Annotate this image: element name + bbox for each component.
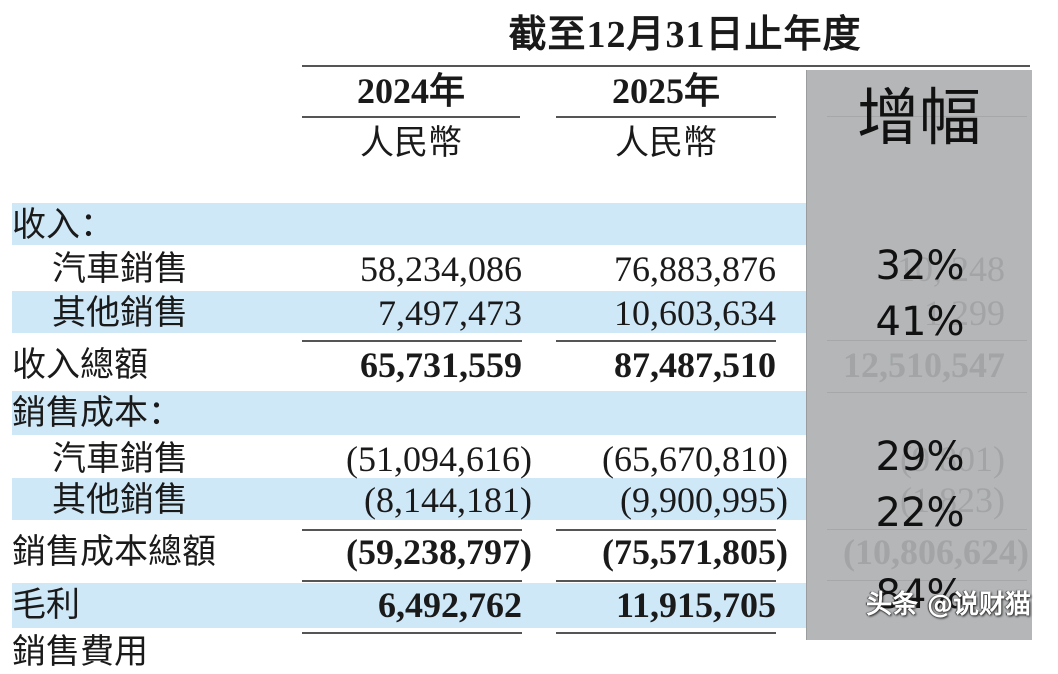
ghost-rule [827,340,1027,341]
ghost-value: (9 801) [900,439,1005,479]
ghost-rule [827,580,1027,581]
subtotal-rule [556,632,776,634]
row-band [12,583,806,628]
subtotal-rule [302,340,522,342]
growth-overlay-column: 10, 248 1 299 12,510,547 (9 801) (1 823)… [806,70,1033,640]
value-2024-cost-vehicle: (51,094,616) [346,439,532,479]
value-2025-revenue-other: 10,603,634 [614,293,776,333]
growth-cost-vehicle: 29% [875,434,965,480]
growth-title: 增幅 [856,81,981,154]
column-2025-rule [556,116,776,118]
value-2024-revenue-vehicle: 58,234,086 [360,249,522,289]
ghost-value: 10, 248 [897,249,1005,289]
column-header-2025-currency: 人民幣 [615,123,717,163]
row-label-cost-section: 銷售成本： [12,393,182,433]
row-label-cost-total: 銷售成本總額 [12,532,216,572]
ghost-rule [827,392,1027,393]
period-title: 截至12月31日止年度 [508,14,862,56]
growth-revenue-vehicle: 32% [875,243,965,289]
subtotal-rule [556,529,776,531]
ghost-value: 1 299 [924,293,1005,333]
ghost-value: (1 823) [900,480,1005,520]
column-2024-rule [302,116,520,118]
row-label-revenue-section: 收入： [12,205,114,245]
value-2025-revenue-vehicle: 76,883,876 [614,249,776,289]
row-label-cost-vehicle: 汽車銷售 [52,439,188,479]
value-2025-revenue-total: 87,487,510 [614,345,776,385]
value-2024-revenue-other: 7,497,473 [378,293,522,333]
row-label-revenue-other: 其他銷售 [52,293,188,333]
row-label-revenue-total: 收入總額 [12,345,148,385]
ghost-value: 12,510,547 [843,345,1005,385]
value-2024-cost-total: (59,238,797) [346,532,532,572]
ghost-value: (10,806,624) [843,532,1029,572]
ghost-rule [827,116,1027,117]
column-header-2024-year: 2024年 [356,71,465,111]
value-2025-cost-vehicle: (65,670,810) [602,439,788,479]
value-2024-gross-profit: 6,492,762 [378,585,522,625]
row-band [12,291,806,333]
row-label-cost-other: 其他銷售 [52,480,188,520]
row-band [12,391,806,435]
row-band [12,203,806,245]
growth-revenue-other: 41% [875,299,965,345]
page-margin [1032,0,1058,640]
row-band [12,478,806,520]
watermark: 头条 @说财猫 [866,590,1032,620]
growth-cost-other: 22% [875,490,965,536]
subtotal-rule [556,580,776,582]
value-2024-revenue-total: 65,731,559 [360,345,522,385]
value-2025-cost-other: (9,900,995) [620,480,788,520]
column-header-2025-year: 2025年 [611,71,720,111]
growth-gross-profit: 84% [875,572,965,618]
value-2025-cost-total: (75,571,805) [602,532,788,572]
value-2024-cost-other: (8,144,181) [364,480,532,520]
column-header-2024-currency: 人民幣 [360,123,462,163]
subtotal-rule [302,580,522,582]
row-label-revenue-vehicle: 汽車銷售 [52,249,188,289]
ghost-rule [827,529,1027,530]
header-rule [302,65,1030,67]
subtotal-rule [556,340,776,342]
row-label-cutoff: 銷售費用 [12,632,148,672]
row-label-gross-profit: 毛利 [12,585,80,625]
subtotal-rule [302,529,522,531]
subtotal-rule [302,632,522,634]
value-2025-gross-profit: 11,915,705 [615,585,776,625]
